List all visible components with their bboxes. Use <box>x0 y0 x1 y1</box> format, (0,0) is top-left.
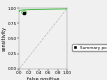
Y-axis label: sensitivity: sensitivity <box>1 26 6 51</box>
Legend: Summary point: Summary point <box>72 44 107 51</box>
X-axis label: false positive: false positive <box>27 77 59 80</box>
